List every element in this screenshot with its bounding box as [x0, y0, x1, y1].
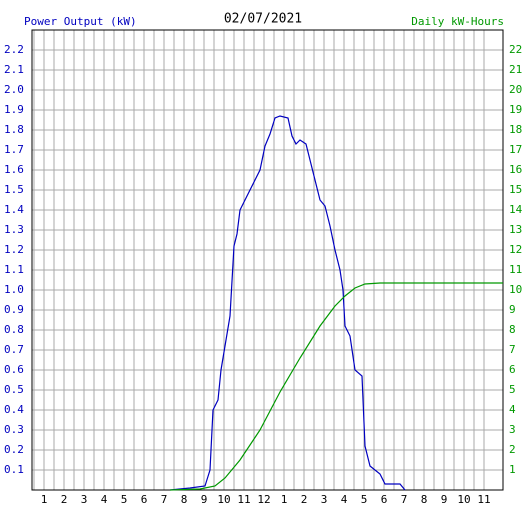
- x-tick-label: 12: [257, 493, 270, 506]
- y-tick-label: 1.5: [4, 183, 24, 196]
- y-tick-label: 0.5: [4, 383, 24, 396]
- y2-tick-label: 17: [509, 143, 522, 156]
- x-tick-label: 7: [161, 493, 168, 506]
- x-tick-label: 2: [301, 493, 308, 506]
- y2-tick-label: 11: [509, 263, 522, 276]
- y-tick-label: 2.0: [4, 83, 24, 96]
- y-tick-label: 0.6: [4, 363, 24, 376]
- x-tick-label: 7: [401, 493, 408, 506]
- y-tick-label: 0.1: [4, 463, 24, 476]
- y-tick-label: 2.2: [4, 43, 24, 56]
- x-tick-label: 1: [281, 493, 288, 506]
- y2-tick-label: 2: [509, 443, 516, 456]
- y-tick-label: 0.3: [4, 423, 24, 436]
- y-tick-label: 1.6: [4, 163, 24, 176]
- y2-tick-label: 15: [509, 183, 522, 196]
- x-tick-label: 5: [121, 493, 128, 506]
- x-tick-label: 5: [361, 493, 368, 506]
- right-axis-legend: Daily kW-Hours: [411, 15, 504, 28]
- y2-tick-label: 6: [509, 363, 516, 376]
- y2-tick-label: 16: [509, 163, 522, 176]
- y2-tick-label: 14: [509, 203, 523, 216]
- x-tick-label: 11: [477, 493, 490, 506]
- y-tick-label: 0.2: [4, 443, 24, 456]
- y-tick-label: 2.1: [4, 63, 24, 76]
- y2-tick-label: 12: [509, 243, 522, 256]
- x-tick-label: 6: [381, 493, 388, 506]
- plot-frame: [31, 29, 504, 491]
- x-tick-label: 8: [181, 493, 188, 506]
- x-tick-label: 3: [81, 493, 88, 506]
- y2-tick-label: 10: [509, 283, 522, 296]
- x-tick-label: 4: [101, 493, 108, 506]
- y-tick-label: 0.8: [4, 323, 24, 336]
- series-line: [169, 115, 406, 491]
- y-tick-label: 1.2: [4, 243, 24, 256]
- y-tick-label: 0.4: [4, 403, 24, 416]
- y2-tick-label: 19: [509, 103, 522, 116]
- x-tick-label: 4: [341, 493, 348, 506]
- chart-title: 02/07/2021: [224, 12, 302, 27]
- y2-tick-label: 4: [509, 403, 516, 416]
- y2-tick-label: 21: [509, 63, 522, 76]
- left-axis-legend: Power Output (kW): [24, 15, 137, 28]
- x-tick-label: 1: [41, 493, 48, 506]
- y-tick-label: 1.7: [4, 143, 24, 156]
- y-tick-label: 1.0: [4, 283, 24, 296]
- y-tick-label: 1.4: [4, 203, 24, 216]
- y2-tick-label: 8: [509, 323, 516, 336]
- y-tick-label: 0.9: [4, 303, 24, 316]
- y-tick-label: 1.9: [4, 103, 24, 116]
- y-tick-label: 1.3: [4, 223, 24, 236]
- x-tick-label: 10: [457, 493, 470, 506]
- y2-tick-label: 1: [509, 463, 516, 476]
- y-tick-label: 1.8: [4, 123, 24, 136]
- y2-tick-label: 7: [509, 343, 516, 356]
- y2-tick-label: 22: [509, 43, 522, 56]
- y2-tick-label: 18: [509, 123, 522, 136]
- y2-tick-label: 9: [509, 303, 516, 316]
- y2-tick-label: 5: [509, 383, 516, 396]
- x-tick-label: 8: [421, 493, 428, 506]
- x-tick-label: 10: [217, 493, 230, 506]
- x-tick-label: 9: [441, 493, 448, 506]
- x-tick-label: 9: [201, 493, 208, 506]
- x-tick-label: 11: [237, 493, 250, 506]
- y2-tick-label: 13: [509, 223, 522, 236]
- x-tick-label: 3: [321, 493, 328, 506]
- y2-tick-label: 20: [509, 83, 522, 96]
- x-tick-label: 6: [141, 493, 148, 506]
- y-tick-label: 0.7: [4, 343, 24, 356]
- y-tick-label: 1.1: [4, 263, 24, 276]
- series-line: [169, 282, 503, 491]
- x-tick-label: 2: [61, 493, 68, 506]
- y2-tick-label: 3: [509, 423, 516, 436]
